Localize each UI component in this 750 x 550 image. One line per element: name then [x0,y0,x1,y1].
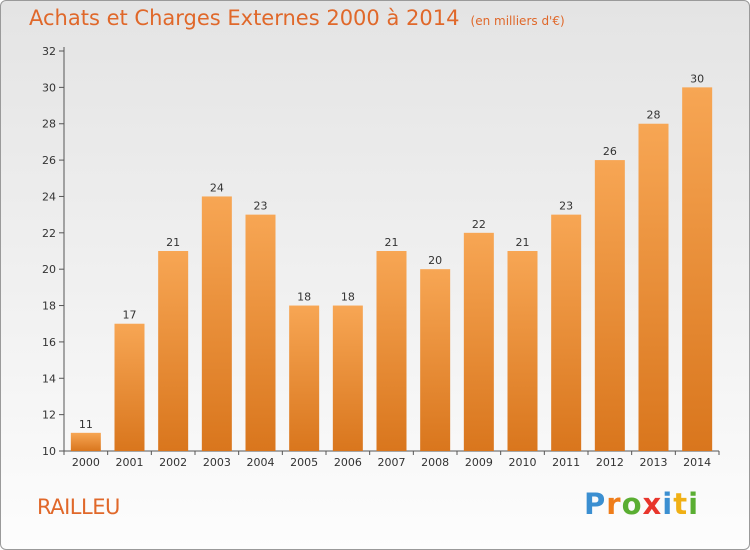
x-tick-label: 2000 [72,456,100,469]
bar [376,251,407,451]
data-label: 26 [603,145,617,158]
x-tick-label: 2008 [421,456,449,469]
logo-letter: i [662,487,674,521]
bar [463,232,494,451]
logo-letter: i [688,487,700,521]
x-tick-label: 2006 [334,456,362,469]
data-label: 20 [428,254,442,267]
bar [289,305,320,451]
x-tick-label: 2014 [683,456,711,469]
bar [682,87,713,451]
bar [594,160,625,451]
y-tick-label: 16 [42,336,56,349]
data-label: 23 [254,200,268,213]
bar [114,323,145,451]
bar [638,123,669,452]
y-tick-label: 14 [42,372,56,385]
data-label: 17 [123,309,137,322]
data-label: 30 [690,72,704,85]
x-tick-label: 2001 [116,456,144,469]
x-tick-label: 2004 [247,456,275,469]
x-tick-label: 2013 [640,456,668,469]
x-tick-label: 2010 [509,456,537,469]
x-tick-label: 2007 [378,456,406,469]
data-label: 18 [341,291,355,304]
bar [332,305,363,451]
data-label: 18 [297,291,311,304]
bar [201,196,232,451]
y-tick-label: 10 [42,445,56,458]
logo-letter: x [642,487,663,521]
data-label: 22 [472,218,486,231]
data-label: 28 [647,109,661,122]
bar [507,251,538,451]
x-tick-label: 2005 [290,456,318,469]
y-tick-label: 20 [42,263,56,276]
y-tick-label: 12 [42,409,56,422]
y-tick-label: 28 [42,118,56,131]
x-tick-label: 2012 [596,456,624,469]
bar [420,269,451,451]
bar [70,432,101,451]
x-tick-label: 2011 [552,456,580,469]
logo-letter: r [606,487,622,521]
data-label: 21 [516,236,530,249]
logo-letter: o [621,487,643,521]
data-label: 11 [79,418,93,431]
y-tick-label: 26 [42,154,56,167]
x-tick-label: 2009 [465,456,493,469]
logo-letter: P [584,487,607,521]
bar [551,214,582,451]
data-label: 21 [385,236,399,249]
unit-label: (en milliers d'€) [470,14,565,28]
data-label: 21 [166,236,180,249]
bar [158,251,189,451]
proxiti-logo: Proxiti [584,487,699,521]
y-tick-label: 24 [42,190,56,203]
title-text: Achats et Charges Externes 2000 à 2014 [29,6,460,30]
x-tick-label: 2003 [203,456,231,469]
data-label: 24 [210,181,224,194]
bar [245,214,276,451]
y-tick-label: 18 [42,300,56,313]
y-tick-label: 22 [42,227,56,240]
y-tick-label: 32 [42,45,56,58]
place-name: RAILLEU [37,495,120,519]
x-tick-label: 2002 [159,456,187,469]
chart-title: Achats et Charges Externes 2000 à 2014 (… [29,6,565,30]
y-tick-label: 30 [42,81,56,94]
data-label: 23 [559,200,573,213]
logo-letter: t [673,487,689,521]
